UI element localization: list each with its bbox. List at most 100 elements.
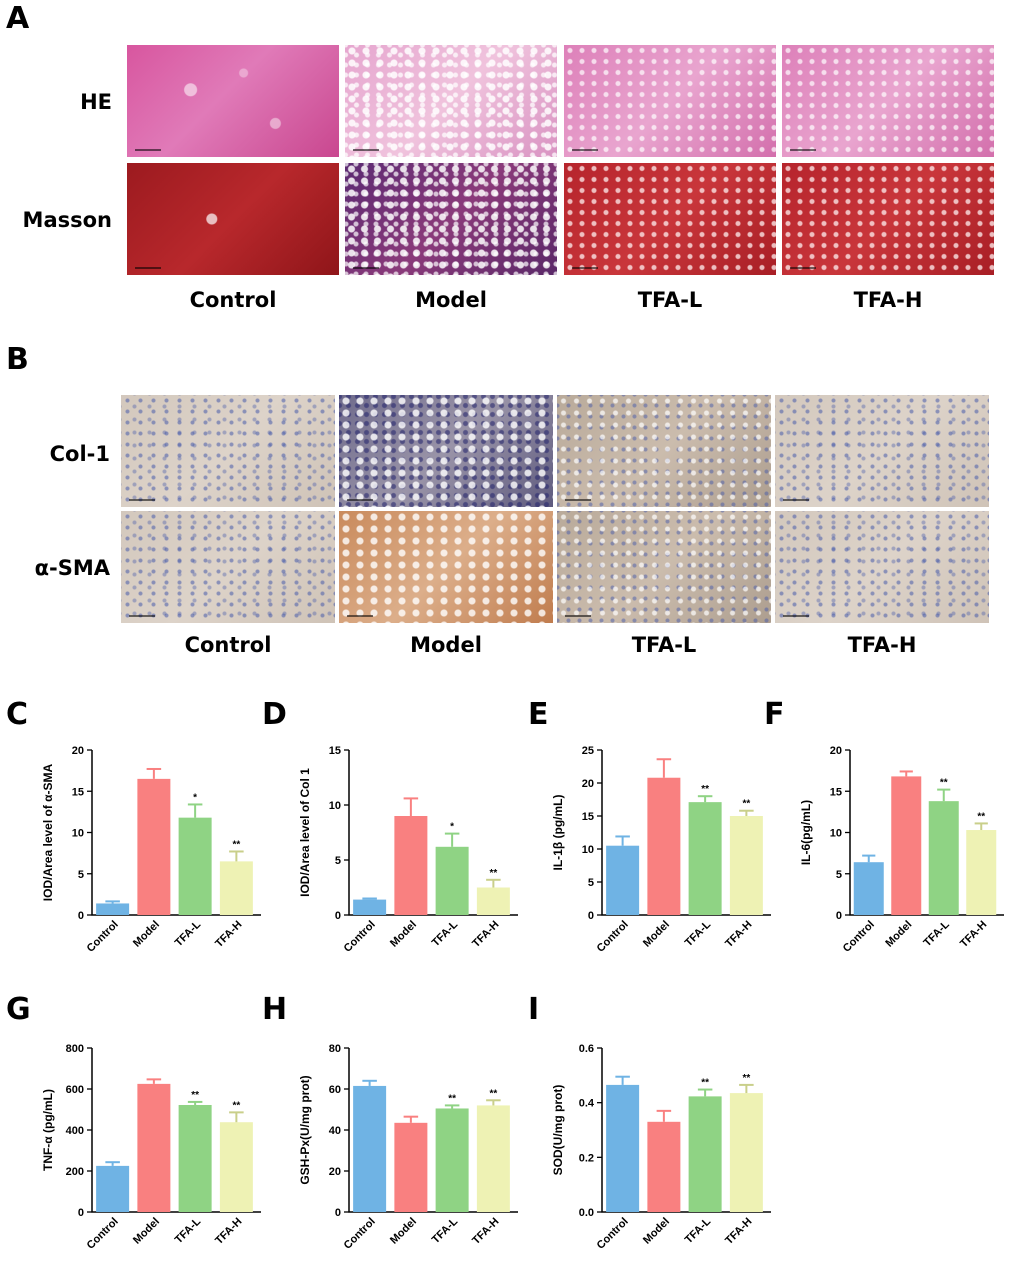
significance-label: ** [742, 799, 750, 810]
significance-label: ** [701, 1078, 709, 1089]
x-tick-label: TFA-H [723, 919, 754, 950]
y-tick-label: 600 [66, 1084, 84, 1096]
micrograph-asma-control [121, 511, 335, 623]
significance-label: ** [742, 1073, 750, 1084]
chart-c: 0 5 10 15 20 IOD/Area level of α-SMA Control Mo… [41, 745, 261, 955]
y-axis-label: IOD/Area level of α-SMA [41, 763, 55, 901]
significance-label: * [450, 822, 454, 833]
bar [137, 1083, 171, 1212]
micrograph-masson-model [345, 163, 557, 275]
bar [435, 1108, 469, 1212]
y-axis-label: IL-1β (pg/mL) [551, 795, 565, 871]
panel-letter-i: I [528, 992, 540, 1027]
x-tick-label: TFA-L [430, 1215, 461, 1246]
y-tick-label: 10 [72, 828, 84, 840]
y-axis-label: IOD/Area level of Col 1 [298, 768, 312, 897]
bar [966, 830, 997, 915]
x-tick-label: TFA-L [921, 918, 952, 949]
bar [219, 861, 253, 915]
x-tick-label: Control [85, 919, 121, 955]
panel-letter-f: F [764, 697, 785, 732]
significance-label: ** [489, 1088, 497, 1099]
bar [178, 1104, 212, 1212]
micrograph-masson-tfa-l [564, 163, 776, 275]
x-tick-label: Model [641, 919, 672, 950]
significance-label: ** [940, 778, 948, 789]
x-tick-label: TFA-H [213, 919, 244, 950]
col-label-tfa-h: TFA-H [853, 288, 923, 312]
y-tick-label: 60 [329, 1084, 341, 1096]
x-tick-label: TFA-H [470, 1216, 501, 1247]
significance-label: ** [232, 839, 240, 850]
x-tick-label: TFA-L [683, 1215, 714, 1246]
panel-letter-g: G [6, 992, 31, 1027]
bar [476, 887, 510, 915]
y-tick-label: 5 [588, 877, 594, 889]
y-axis-label: TNF-α (pg/mL) [41, 1089, 55, 1171]
x-tick-label: TFA-L [173, 1215, 204, 1246]
micrograph-col1-tfa-h [775, 395, 989, 507]
y-tick-label: 400 [66, 1125, 84, 1137]
y-tick-label: 15 [329, 745, 341, 757]
x-tick-label: TFA-L [683, 918, 714, 949]
y-tick-label: 15 [830, 786, 842, 798]
micrograph-col1-control [121, 395, 335, 507]
x-tick-label: Control [342, 919, 378, 955]
bar [647, 777, 681, 915]
bar [606, 1084, 640, 1212]
col-label-tfa-h: TFA-H [847, 633, 917, 657]
panel-letter-d: D [262, 697, 287, 732]
y-tick-label: 0.0 [579, 1207, 594, 1219]
micrograph-he-control [127, 45, 339, 157]
col-label-model: Model [410, 633, 482, 657]
x-tick-label: Model [131, 919, 162, 950]
chart-d: 0 5 10 15 IOD/Area level of Col 1 Control Mode… [298, 745, 518, 955]
y-tick-label: 10 [582, 844, 594, 856]
bar [178, 817, 212, 915]
bar [729, 816, 763, 915]
bar [606, 845, 640, 915]
y-tick-label: 15 [72, 786, 84, 798]
y-tick-label: 0 [335, 910, 341, 922]
col-label-model: Model [415, 288, 487, 312]
micrograph-col1-model [339, 395, 553, 507]
y-tick-label: 25 [582, 745, 594, 757]
significance-label: ** [191, 1090, 199, 1101]
x-tick-label: TFA-L [173, 918, 204, 949]
bar [647, 1121, 681, 1212]
y-tick-label: 800 [66, 1043, 84, 1055]
x-tick-label: TFA-L [430, 918, 461, 949]
chart-i: 0.0 0.2 0.4 0.6 SOD(U/mg prot) Control Model **… [551, 1043, 771, 1252]
y-tick-label: 20 [329, 1166, 341, 1178]
bar [96, 903, 130, 915]
x-tick-label: Control [595, 1216, 631, 1252]
significance-label: ** [232, 1100, 240, 1111]
significance-label: ** [977, 811, 985, 822]
x-tick-label: Control [841, 919, 877, 955]
x-tick-label: Model [131, 1216, 162, 1247]
x-tick-label: TFA-H [213, 1216, 244, 1247]
bar [688, 802, 722, 915]
significance-label: ** [701, 784, 709, 795]
bar [96, 1165, 130, 1212]
y-axis-label: IL-6(pg/mL) [799, 800, 813, 865]
col-label-control: Control [184, 633, 272, 657]
chart-g: 0 200 400 600 800 TNF-α (pg/mL) Control Model **… [41, 1043, 261, 1252]
micrograph-he-tfa-l [564, 45, 776, 157]
y-tick-label: 10 [830, 828, 842, 840]
y-tick-label: 5 [78, 869, 84, 881]
y-tick-label: 20 [582, 778, 594, 790]
bar [853, 862, 884, 915]
col-label-tfa-l: TFA-L [631, 633, 697, 657]
x-tick-label: Model [388, 1216, 419, 1247]
x-tick-label: TFA-H [470, 919, 501, 950]
panel-letter-c: C [6, 697, 29, 732]
chart-h: 0 20 40 60 80 GSH-Px(U/mg prot) Control Model **… [298, 1043, 518, 1252]
y-tick-label: 200 [66, 1166, 84, 1178]
row-label-asma: α-SMA [34, 556, 110, 580]
x-tick-label: Model [883, 919, 914, 950]
panel-letter-a: A [6, 1, 30, 36]
y-tick-label: 5 [836, 869, 842, 881]
x-tick-label: Model [641, 1216, 672, 1247]
col-label-control: Control [189, 288, 277, 312]
